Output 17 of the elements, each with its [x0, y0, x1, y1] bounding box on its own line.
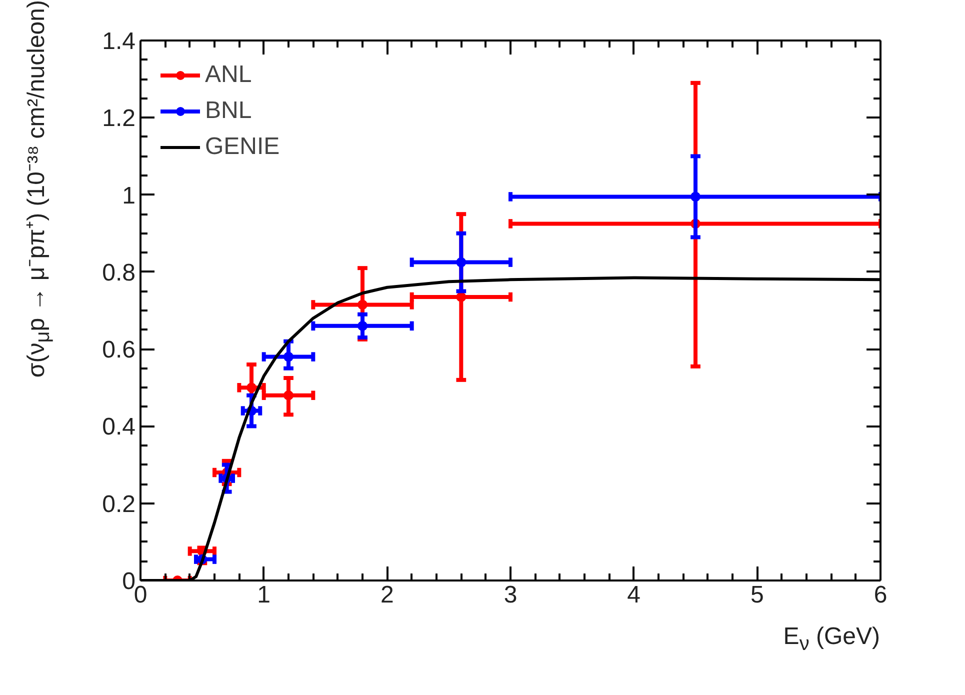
x-tick-label: 4	[627, 582, 641, 608]
y-tick-label: 0.8	[102, 259, 136, 286]
y-tick-label: 0.6	[102, 336, 136, 364]
y-tick-label: 1.2	[102, 105, 136, 132]
y-tick-label: 1.4	[102, 28, 136, 55]
legend-label: GENIE	[205, 132, 280, 162]
y-tick-label: 1	[122, 182, 136, 210]
x-tick-label: 5	[750, 582, 764, 608]
legend-label: ANL	[205, 60, 252, 90]
legend-label: BNL	[205, 96, 252, 126]
x-tick-label: 3	[504, 582, 518, 608]
y-tick-label: 0.4	[102, 414, 136, 441]
x-tick-label: 2	[380, 582, 394, 608]
y-tick-label: 0.2	[102, 490, 136, 518]
x-axis-title: E$_{ν}$ (GeV)	[782, 622, 881, 657]
x-tick-label: 1	[257, 582, 271, 608]
x-tick-label: 6	[874, 582, 888, 608]
